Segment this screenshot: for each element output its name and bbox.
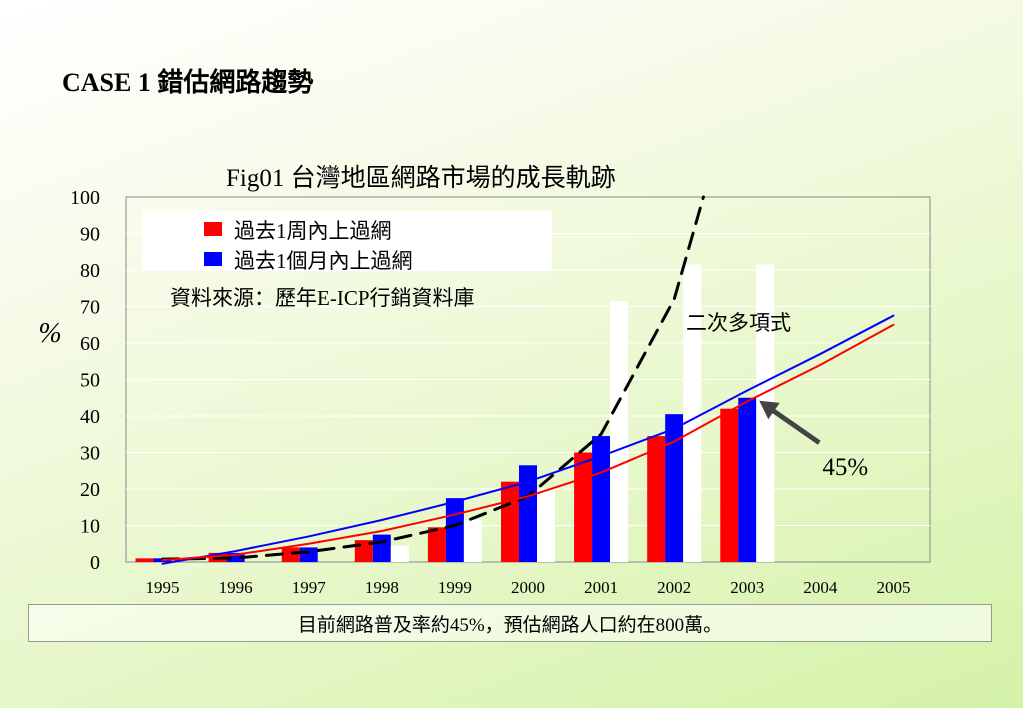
bar (647, 436, 666, 562)
bar (592, 436, 611, 562)
slide-title: CASE 1 錯估網路趨勢 (62, 68, 314, 97)
bar (683, 264, 702, 562)
annotation-arrow-head (759, 400, 780, 420)
x-tick-label: 1999 (438, 578, 472, 597)
bar (135, 558, 154, 562)
x-tick-label: 2005 (876, 578, 910, 597)
bar (390, 545, 409, 562)
y-tick-label: 10 (80, 516, 100, 538)
bar (299, 547, 318, 562)
y-tick-label: 90 (80, 224, 100, 246)
y-tick-label: 60 (80, 333, 100, 355)
caption-text: 目前網路普及率約45%，預估網路人口約在800萬。 (297, 614, 723, 636)
x-tick-label: 1996 (219, 578, 253, 597)
y-tick-label: 40 (80, 406, 100, 428)
bar (720, 408, 739, 562)
linear-trendline (161, 314, 895, 565)
bar (226, 552, 245, 562)
chart-title: Fig01 台灣地區網路市場的成長軌跡 (226, 165, 616, 192)
bar (427, 527, 446, 562)
y-tick-label: 80 (80, 260, 100, 282)
bar (372, 534, 391, 562)
bar (281, 547, 300, 562)
bar (665, 414, 684, 562)
x-tick-label: 2003 (730, 578, 764, 597)
legend-swatch (204, 222, 222, 236)
polynomial-trendline (161, 195, 705, 561)
bar (756, 264, 775, 562)
bar (574, 452, 593, 562)
bar (463, 520, 482, 562)
x-tick-label: 1995 (146, 578, 180, 597)
bar (610, 301, 629, 562)
annotation-45-percent: 45% (822, 454, 868, 481)
x-tick-label: 2002 (657, 578, 691, 597)
x-tick-label: 1998 (365, 578, 399, 597)
legend-label: 過去1個月內上過網 (234, 249, 413, 273)
bar (445, 498, 464, 562)
y-tick-label: 20 (80, 479, 100, 501)
legend-swatch (204, 252, 222, 266)
y-tick-label: 50 (80, 370, 100, 392)
legend-label: 過去1周內上過網 (234, 219, 392, 243)
y-tick-label: 70 (80, 297, 100, 319)
x-tick-label: 1997 (292, 578, 327, 597)
bar (501, 481, 519, 562)
bar (519, 465, 537, 562)
caption-box: 目前網路普及率約45%，預估網路人口約在800萬。 (28, 604, 992, 642)
linear-trendline (161, 323, 895, 562)
y-tick-label: 0 (90, 552, 100, 574)
bar (537, 489, 555, 562)
annotation-polynomial: 二次多項式 (686, 311, 791, 335)
x-tick-label: 2000 (511, 578, 545, 597)
y-tick-label: 100 (70, 187, 100, 209)
x-tick-label: 2001 (584, 578, 618, 597)
x-tick-label: 2004 (803, 578, 838, 597)
bar (738, 397, 757, 562)
y-axis-label: % (38, 318, 61, 349)
annotation-arrow (771, 408, 821, 445)
source-note: 資料來源：歷年E-ICP行銷資料庫 (170, 286, 475, 310)
y-tick-label: 30 (80, 443, 100, 465)
